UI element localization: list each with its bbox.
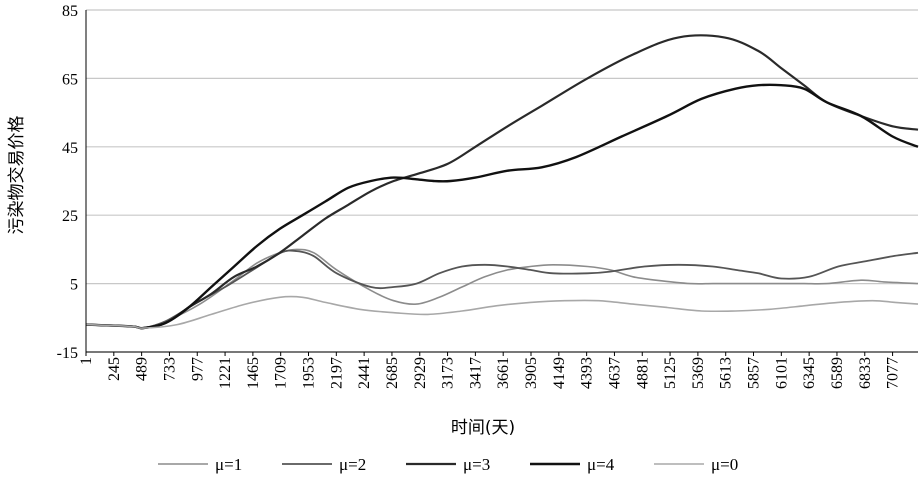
x-tick-label: 7077 [885,357,902,389]
x-tick-label: 5125 [662,357,679,389]
x-tick-label: 4393 [579,357,596,389]
series-lines [85,34,919,330]
x-tick-label: 977 [189,357,206,381]
x-tick-label: 733 [161,357,178,381]
x-tick-label: 4149 [551,357,568,389]
y-tick-label: -15 [57,345,78,362]
legend-label-3: μ=4 [587,455,615,474]
y-tick-label: 45 [62,140,78,157]
series-line-1 [85,249,919,330]
x-tick-label: 489 [134,357,151,381]
x-tick-label: 4637 [606,357,623,389]
x-tick-label: 245 [106,357,123,381]
x-tick-label: 5857 [746,357,763,389]
y-axis-title: 污染物交易价格 [7,116,27,235]
x-tick-label: 1 [78,357,95,365]
y-tick-label: 25 [62,208,78,225]
x-tick-label: 2929 [412,357,429,389]
legend: μ=1 μ=2 μ=3 μ=4 μ=0 [158,455,738,474]
series-line-2 [85,34,919,330]
legend-label-0: μ=1 [215,455,242,474]
gridlines [86,9,918,353]
x-tick-label: 3661 [495,357,512,389]
x-tick-label: 2441 [356,357,373,389]
x-tick-label: 1953 [301,357,318,389]
x-tick-label: 1465 [245,357,262,389]
legend-label-4: μ=0 [711,455,738,474]
x-tick-label: 3417 [467,357,484,389]
x-tick-label: 2685 [384,357,401,389]
x-tick-label: 6101 [773,357,790,389]
y-tick-label: 5 [70,277,78,294]
x-axis-title: 时间(天) [451,418,515,438]
x-tick-label: 4881 [634,357,651,389]
x-tick-label: 6345 [801,357,818,389]
series-line-4 [85,295,919,329]
x-tick-label: 6833 [857,357,874,389]
x-tick-label: 3173 [440,357,457,389]
legend-label-2: μ=3 [463,455,490,474]
x-tick-label: 1221 [217,357,234,389]
x-tick-label: 5369 [690,357,707,389]
x-axis-ticks: 1 245 489 733 977 1221 1465 1709 1953 2197 2441 268… [78,352,902,389]
legend-label-1: μ=2 [339,455,366,474]
x-tick-label: 2197 [328,357,345,389]
y-axis-ticks: -15 5 25 45 65 85 [57,3,78,362]
axes [85,10,918,353]
x-tick-label: 5613 [718,357,735,389]
x-tick-label: 6589 [829,357,846,389]
x-tick-label: 3905 [523,357,540,389]
y-tick-label: 65 [62,71,78,88]
x-tick-label: 1709 [273,357,290,389]
y-tick-label: 85 [62,3,78,20]
series-line-3 [85,83,919,330]
